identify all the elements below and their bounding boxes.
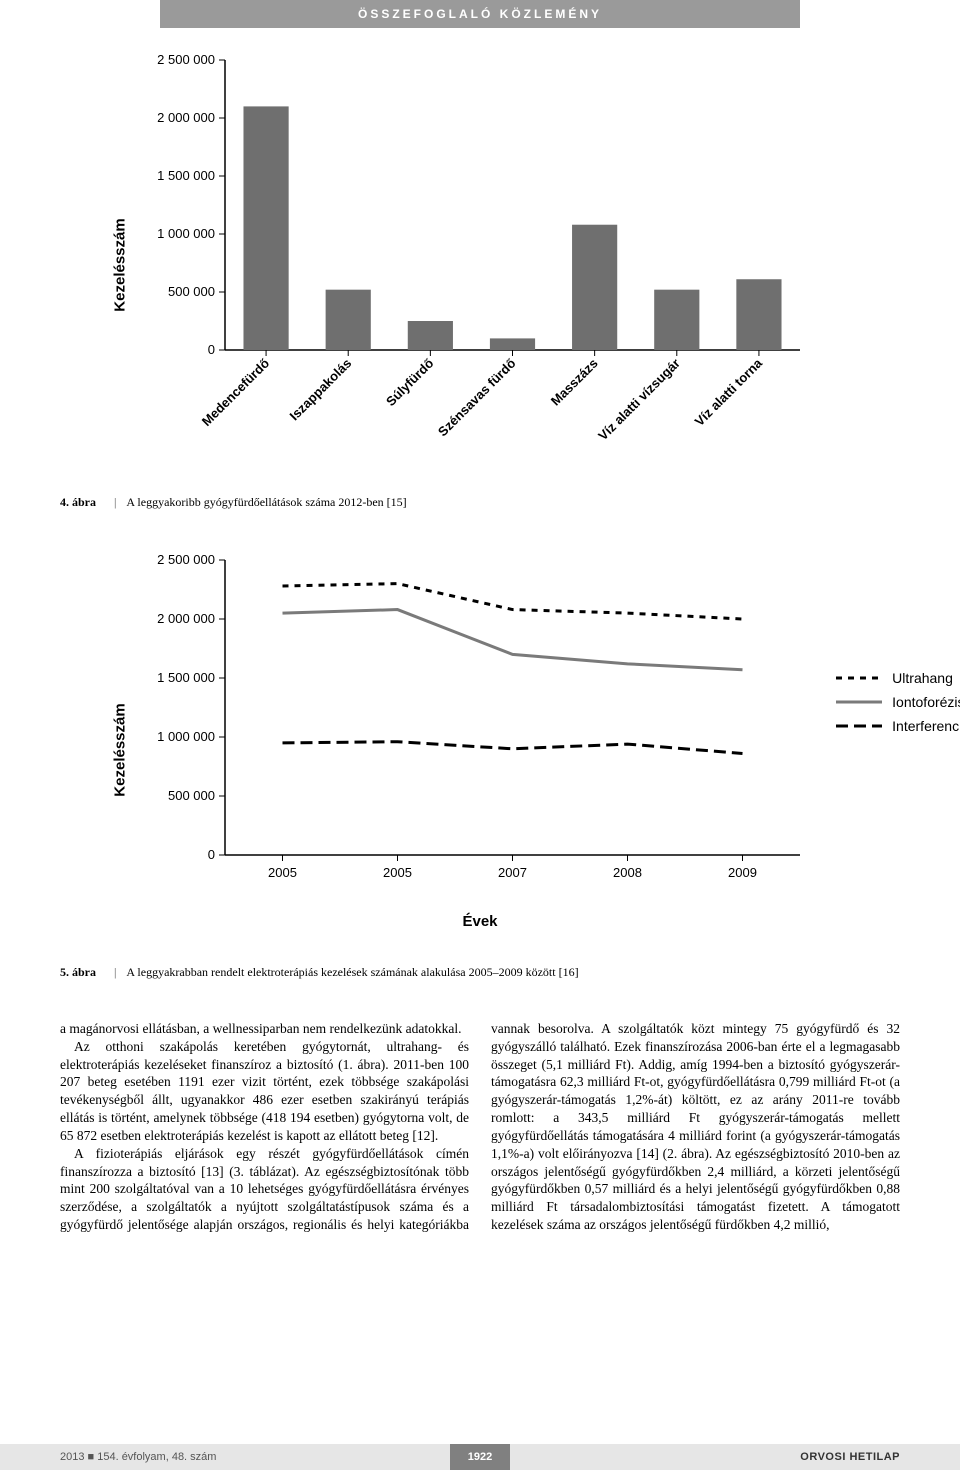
- svg-text:Iszappakolás: Iszappakolás: [286, 356, 354, 424]
- svg-text:2005: 2005: [383, 865, 412, 880]
- legend-label: Ultrahang: [892, 670, 953, 686]
- svg-text:2 000 000: 2 000 000: [157, 611, 215, 626]
- svg-text:Masszázs: Masszázs: [548, 356, 601, 409]
- svg-text:2 500 000: 2 500 000: [157, 52, 215, 67]
- chart2-ylabel: Kezelésszám: [112, 703, 129, 796]
- svg-text:Víz alatti vízsugár: Víz alatti vízsugár: [595, 356, 683, 444]
- svg-text:0: 0: [208, 847, 215, 862]
- legend-item: Interferencia: [836, 718, 960, 734]
- svg-text:Súlyfürdő: Súlyfürdő: [383, 355, 437, 409]
- chart2-xlabel: Évek: [462, 913, 497, 930]
- fig5-number: 5. ábra: [60, 965, 96, 979]
- svg-text:0: 0: [208, 342, 215, 357]
- chart2-svg: 0 500 000 1 000 000 1 500 000 2 000 000 2 500…: [140, 550, 820, 910]
- body-text: a magánorvosi ellátásban, a wellnessipar…: [60, 1020, 900, 1234]
- figure-5-line-chart: Kezelésszám 0500 0001 000 0001 500 0002 …: [140, 550, 820, 950]
- legend-label: Interferencia: [892, 718, 960, 734]
- svg-text:Víz alatti torna: Víz alatti torna: [692, 355, 766, 429]
- fig4-number: 4. ábra: [60, 495, 96, 509]
- svg-text:2005: 2005: [268, 865, 297, 880]
- legend-item: Ultrahang: [836, 670, 960, 686]
- svg-text:1 000 000: 1 000 000: [157, 226, 215, 241]
- body-p1: a magánorvosi ellátásban, a wellnessipar…: [60, 1020, 469, 1038]
- svg-text:1 500 000: 1 500 000: [157, 670, 215, 685]
- figure-4-bar-chart: Kezelésszám 0500 0001 000 0001 500 0002 …: [140, 50, 820, 480]
- chart2-legend: Ultrahang Iontoforézis Interferencia: [836, 670, 960, 742]
- body-p2: Az otthoni szakápolás keretében gyógytor…: [60, 1038, 469, 1145]
- footer-journal: ORVOSI HETILAP: [510, 1444, 960, 1470]
- svg-text:2 000 000: 2 000 000: [157, 110, 215, 125]
- svg-text:500 000: 500 000: [168, 284, 215, 299]
- figure-4-caption: 4. ábra|A leggyakoribb gyógyfürdőellátás…: [60, 495, 900, 510]
- figure-5-caption: 5. ábra|A leggyakrabban rendelt elektrot…: [60, 965, 900, 980]
- legend-swatch: [836, 719, 882, 733]
- svg-text:1 500 000: 1 500 000: [157, 168, 215, 183]
- chart1-svg: 0 500 000 1 000 000 1 500 000 2 000 000 2 500…: [140, 50, 820, 480]
- legend-item: Iontoforézis: [836, 694, 960, 710]
- svg-text:Medencefürdő: Medencefürdő: [199, 355, 272, 428]
- page-footer: 2013 ■ 154. évfolyam, 48. szám 1922 ORVO…: [0, 1444, 960, 1470]
- legend-label: Iontoforézis: [892, 694, 960, 710]
- svg-text:2 500 000: 2 500 000: [157, 552, 215, 567]
- legend-swatch: [836, 695, 882, 709]
- svg-text:2009: 2009: [728, 865, 757, 880]
- fig5-text: A leggyakrabban rendelt elektroterápiás …: [126, 965, 578, 979]
- svg-text:2007: 2007: [498, 865, 527, 880]
- fig4-text: A leggyakoribb gyógyfürdőellátások száma…: [126, 495, 406, 509]
- svg-text:2008: 2008: [613, 865, 642, 880]
- svg-text:Szénsavas fürdő: Szénsavas fürdő: [435, 355, 519, 439]
- chart1-ylabel: Kezelésszám: [112, 218, 129, 311]
- section-header: ÖSSZEFOGLALÓ KÖZLEMÉNY: [160, 0, 800, 28]
- svg-text:500 000: 500 000: [168, 788, 215, 803]
- footer-page-no: 1922: [450, 1444, 510, 1470]
- legend-swatch: [836, 671, 882, 685]
- footer-issue: 2013 ■ 154. évfolyam, 48. szám: [0, 1444, 450, 1470]
- svg-text:1 000 000: 1 000 000: [157, 729, 215, 744]
